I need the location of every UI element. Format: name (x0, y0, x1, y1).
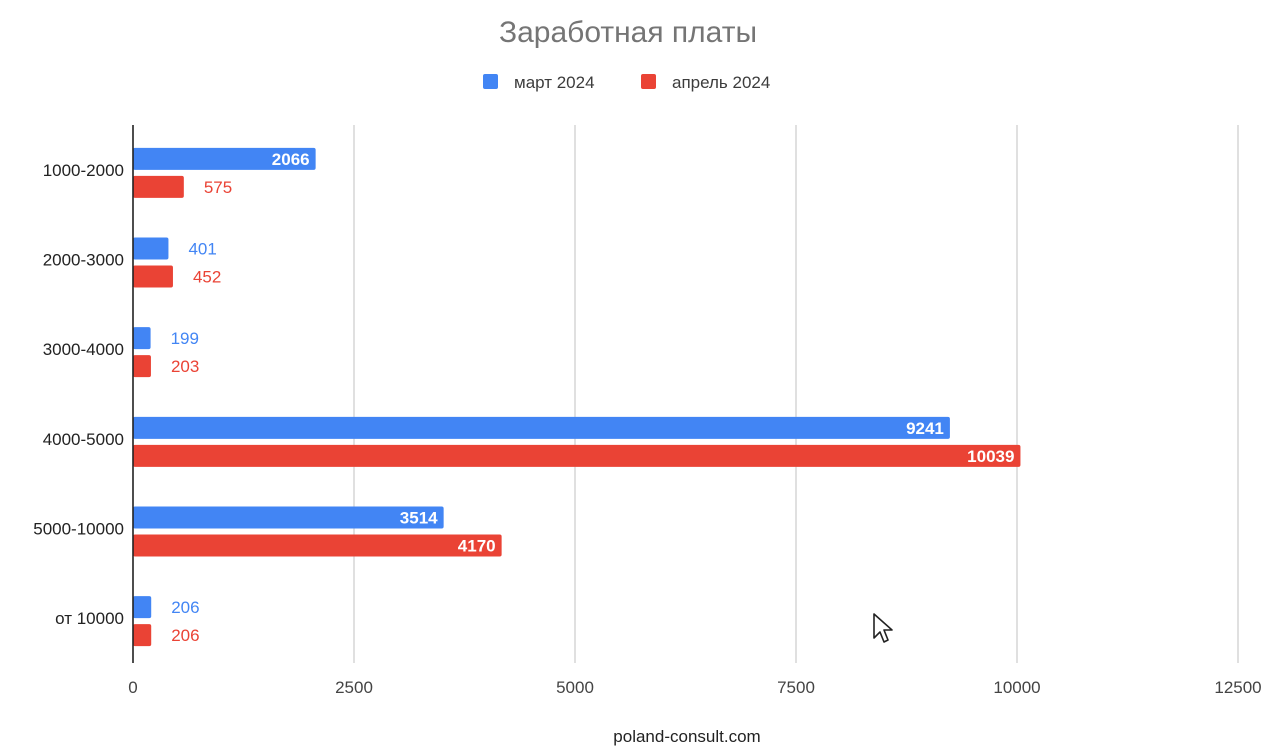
category-label: 2000-3000 (43, 251, 124, 270)
x-axis-label: poland-consult.com (613, 727, 760, 746)
bars (133, 147, 1021, 647)
x-axis-ticks: 0 2500 5000 7500 10000 12500 (128, 678, 1261, 697)
x-tick-label: 7500 (777, 678, 815, 697)
data-label: 4170 (458, 537, 496, 556)
gridlines (353, 125, 1239, 663)
bar-march (133, 596, 152, 619)
data-label: 452 (193, 268, 221, 287)
category-label: 3000-4000 (43, 340, 124, 359)
x-tick-label: 12500 (1214, 678, 1261, 697)
bar-march (133, 147, 316, 170)
bar-april (133, 624, 152, 647)
data-label: 10039 (967, 447, 1014, 466)
data-label: 575 (204, 178, 232, 197)
x-tick-label: 5000 (556, 678, 594, 697)
data-label: 203 (171, 357, 199, 376)
data-label: 3514 (400, 509, 438, 528)
mouse-pointer-icon (873, 613, 893, 643)
bar-march (133, 327, 151, 350)
bar-april (133, 355, 151, 378)
legend-swatch-april (641, 74, 656, 89)
data-labels: 2066 575 401 452 199 203 9241 10039 3514 4170 206 2… (171, 150, 1015, 645)
legend-swatch-march (483, 74, 498, 89)
bar-march (133, 506, 444, 529)
data-label: 9241 (906, 419, 944, 438)
legend-label-march: март 2024 (514, 73, 595, 92)
data-label: 2066 (272, 150, 310, 169)
legend-label-april: апрель 2024 (672, 73, 770, 92)
category-label: 1000-2000 (43, 161, 124, 180)
x-tick-label: 10000 (993, 678, 1040, 697)
data-label: 206 (171, 626, 199, 645)
chart-title: Заработная платы (499, 16, 757, 49)
data-label: 401 (188, 240, 216, 259)
legend: март 2024 апрель 2024 (483, 73, 770, 92)
data-label: 199 (171, 329, 199, 348)
x-tick-label: 0 (128, 678, 137, 697)
category-label: 5000-10000 (33, 520, 124, 539)
bar-march (133, 416, 950, 439)
bar-april (133, 534, 502, 557)
bar-march (133, 237, 169, 260)
data-label: 206 (171, 598, 199, 617)
y-axis-categories: 1000-2000 2000-3000 3000-4000 4000-5000 5000… (33, 161, 124, 628)
bar-april (133, 265, 173, 288)
bar-april (133, 175, 184, 198)
x-tick-label: 2500 (335, 678, 373, 697)
bar-april (133, 444, 1021, 467)
category-label: 4000-5000 (43, 430, 124, 449)
category-label: от 10000 (55, 609, 124, 628)
